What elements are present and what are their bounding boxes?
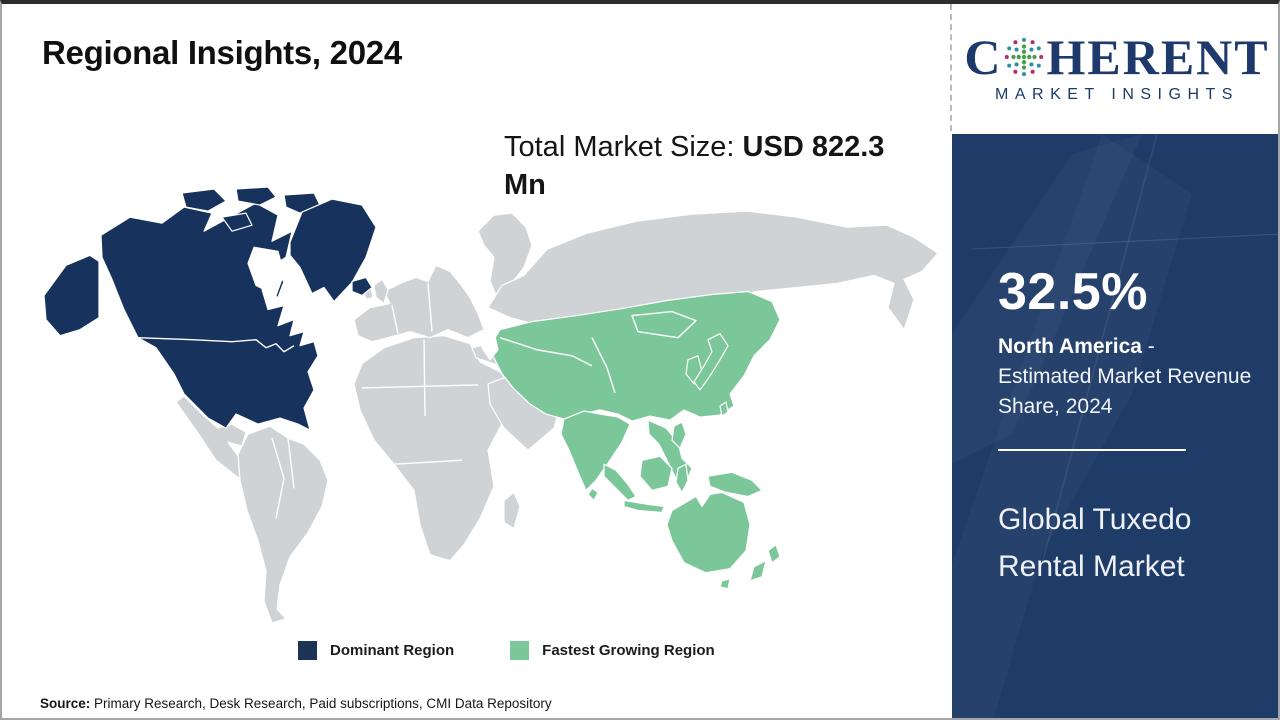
brand-logo-area: C HERENT M (950, 4, 1278, 131)
report-title: Global Tuxedo Rental Market (998, 503, 1192, 583)
legend-item-fastest-growing: Fastest Growing Region (510, 641, 715, 660)
brand-logo: C HERENT (964, 32, 1269, 82)
hudson-bay-water (247, 246, 499, 361)
legend-label-fastest-growing: Fastest Growing Region (542, 642, 715, 659)
market-share-value: 32.5% (998, 263, 1148, 321)
region-other-landmass (175, 210, 939, 624)
source-note: Source: Primary Research, Desk Research,… (40, 696, 552, 711)
logo-globe-icon (1005, 37, 1044, 76)
legend-swatch-fastest-growing (510, 641, 530, 660)
market-share-description: North America - Estimated Market Revenue… (998, 332, 1252, 421)
market-size-value: USD 822.3 Mn (504, 131, 885, 202)
country-borders (137, 283, 697, 519)
legend-item-dominant: Dominant Region (298, 641, 454, 660)
market-share-region: North America (998, 335, 1142, 358)
slide-title: Regional Insights, 2024 (42, 34, 402, 71)
region-north-america (43, 187, 377, 431)
region-asia-pacific (492, 290, 781, 590)
source-text: Primary Research, Desk Research, Paid su… (90, 696, 552, 711)
logo-letter-c: C (964, 28, 1003, 85)
source-label: Source: (40, 696, 91, 711)
market-size-label: Total Market Size: (504, 131, 735, 163)
sidebar-texture-decoration (971, 134, 1278, 565)
sidebar-divider (998, 449, 1186, 452)
legend-swatch-dominant (298, 641, 317, 660)
world-map (43, 187, 939, 624)
logo-subtitle: MARKET INSIGHTS (995, 85, 1239, 103)
market-share-suffix: - Estimated Market Revenue Share, 2024 (998, 335, 1252, 418)
insight-sidebar: 32.5% North America - Estimated Market R… (952, 134, 1278, 718)
total-market-size: Total Market Size: USD 822.3 Mn (504, 128, 916, 205)
legend-label-dominant: Dominant Region (330, 642, 455, 659)
logo-wordmark: HERENT (1046, 28, 1270, 85)
map-legend: Dominant Region Fastest Growing Region (298, 641, 715, 660)
